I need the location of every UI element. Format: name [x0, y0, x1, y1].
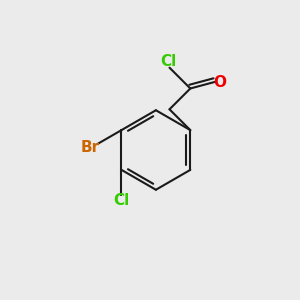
- Text: Cl: Cl: [113, 193, 130, 208]
- Text: Br: Br: [80, 140, 99, 154]
- Text: O: O: [213, 74, 226, 89]
- Text: Cl: Cl: [160, 54, 176, 69]
